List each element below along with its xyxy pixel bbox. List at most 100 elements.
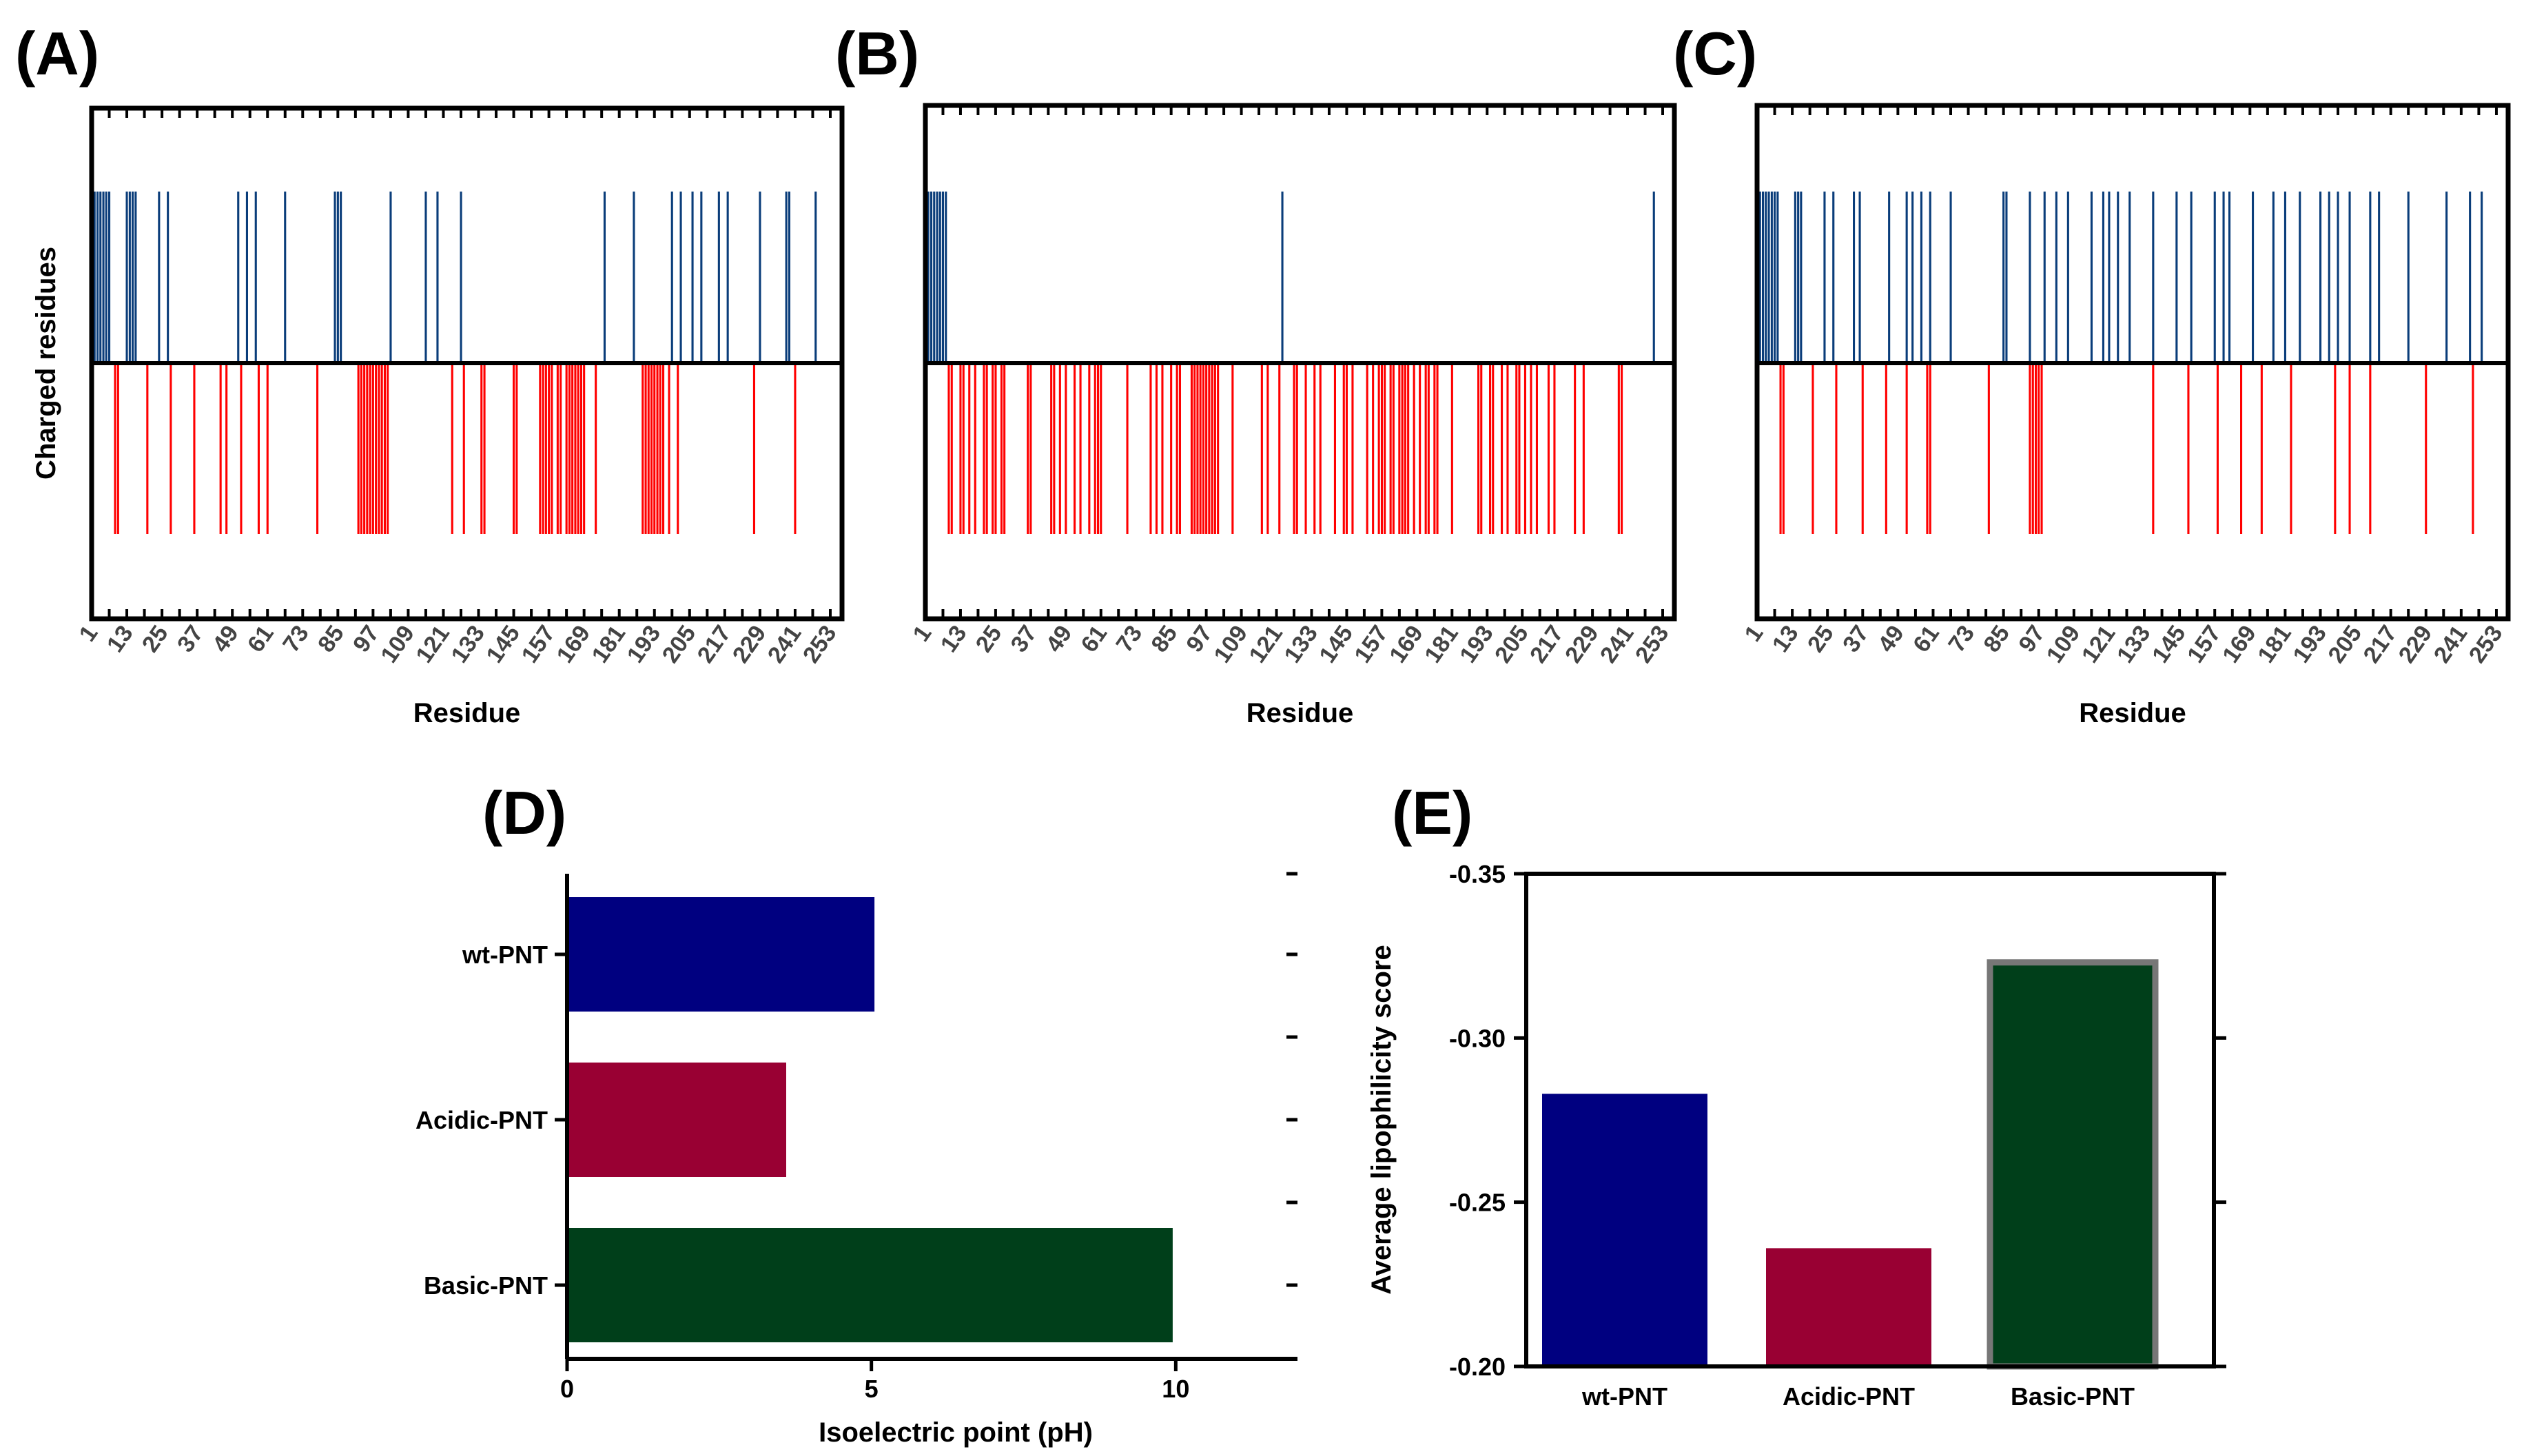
acidic-residue-bar: [378, 363, 380, 534]
x-tick-label: 13: [102, 621, 138, 657]
acidic-residue-bar: [974, 363, 976, 534]
acidic-residue-bar: [2040, 363, 2043, 534]
x-tick-label: 241: [763, 621, 807, 668]
acidic-residue-bar: [1404, 363, 1406, 534]
basic-residue-bar: [1776, 192, 1779, 363]
x-tick-label: 205: [657, 621, 701, 668]
acidic-residue-bar: [642, 363, 644, 534]
x-tick-label: 37: [1838, 621, 1874, 657]
acidic-residue-bar: [653, 363, 656, 534]
acidic-residue-bar: [1170, 363, 1173, 534]
basic-residue-bar: [2252, 192, 2255, 363]
panel-c-residue-chart: (C)1132537496173859710912113314515716918…: [1673, 19, 2511, 728]
acidic-residue-bar: [116, 363, 119, 534]
basic-residue-bar: [941, 192, 944, 363]
x-tick-label: 241: [1595, 621, 1639, 668]
acidic-residue-bar: [1205, 363, 1208, 534]
acidic-residue-bar: [2260, 363, 2263, 534]
acidic-residue-bar: [1193, 363, 1196, 534]
basic-residue-bar: [2319, 192, 2322, 363]
acidic-residue-bar: [1617, 363, 1620, 534]
acidic-residue-bar: [1574, 363, 1577, 534]
panel-b-residue-chart: (B)1132537496173859710912113314515716918…: [835, 19, 1677, 728]
x-tick-label: 121: [1244, 621, 1288, 668]
acidic-residue-bar: [2334, 363, 2337, 534]
acidic-residue-bar: [677, 363, 679, 534]
acidic-residue-bar: [556, 363, 559, 534]
acidic-residue-bar: [595, 363, 597, 534]
acidic-residue-bar: [2240, 363, 2243, 534]
x-axis-title: Residue: [2079, 698, 2186, 728]
acidic-residue-bar: [1372, 363, 1375, 534]
basic-residue-bar: [927, 192, 930, 363]
basic-residue-bar: [1905, 192, 1908, 363]
acidic-residue-bar: [1535, 363, 1538, 534]
acidic-residue-bar: [1260, 363, 1263, 534]
x-tick-label: 253: [2464, 621, 2508, 668]
x-tick-label: 229: [728, 621, 772, 668]
panel-letter: (A): [15, 19, 99, 88]
basic-residue-bar: [1832, 192, 1835, 363]
acidic-residue-bar: [568, 363, 571, 534]
basic-residue-bar: [2407, 192, 2410, 363]
acidic-residue-bar: [357, 363, 360, 534]
x-tick-label: 109: [376, 621, 420, 668]
acidic-residue-bar: [1213, 363, 1216, 534]
panel-a-residue-chart: (A)1132537496173859710912113314515716918…: [15, 19, 845, 728]
x-tick-label: 25: [1803, 621, 1839, 657]
y-category-label: Basic-PNT: [424, 1271, 548, 1300]
basic-residue-series: [924, 192, 1655, 363]
x-tick-label: 85: [1146, 621, 1182, 657]
acidic-residue-bar: [1313, 363, 1316, 534]
x-tick-label: 37: [1006, 621, 1043, 657]
basic-residue-bar: [2175, 192, 2178, 363]
acidic-residue-bar: [647, 363, 650, 534]
x-tick-label: 73: [1111, 621, 1147, 657]
basic-residue-bar: [2055, 192, 2057, 363]
acidic-residue-bar: [1905, 363, 1908, 534]
acidic-residue-bar: [1926, 363, 1929, 534]
basic-residue-bar: [2272, 192, 2275, 363]
x-tick-label: 61: [1908, 621, 1944, 657]
basic-residue-bar: [1797, 192, 1800, 363]
acidic-residue-bar: [1293, 363, 1295, 534]
acidic-residue-bar: [1384, 363, 1386, 534]
acidic-residue-bar: [1088, 363, 1091, 534]
x-tick-label: 109: [1209, 621, 1253, 668]
x-tick-label: 10: [1162, 1375, 1189, 1403]
acidic-residue-bar: [1523, 363, 1526, 534]
acidic-residue-bar: [1779, 363, 1782, 534]
acidic-residue-bar: [1208, 363, 1211, 534]
basic-residue-bar: [2222, 192, 2225, 363]
acidic-residue-bar: [257, 363, 260, 534]
basic-residue-bar: [1800, 192, 1803, 363]
basic-residue-bar: [1652, 192, 1655, 363]
basic-residue-bar: [670, 192, 673, 363]
acidic-residue-bar: [1094, 363, 1096, 534]
acidic-residue-bar: [1401, 363, 1404, 534]
basic-residue-bar: [340, 192, 342, 363]
acidic-residue-bar: [1351, 363, 1354, 534]
basic-residue-bar: [2002, 192, 2005, 363]
acidic-residue-bar: [644, 363, 647, 534]
acidic-residue-bar: [1161, 363, 1164, 534]
acidic-residue-bar: [668, 363, 670, 534]
acidic-residue-series: [1779, 363, 2474, 534]
y-tick-label: -0.30: [1449, 1024, 1506, 1052]
x-tick-label: 0: [560, 1375, 574, 1403]
acidic-residue-bar: [1377, 363, 1380, 534]
acidic-residue-bar: [1929, 363, 1931, 534]
basic-residue-bar: [167, 192, 170, 363]
x-tick-label: 13: [1767, 621, 1804, 657]
basic-residue-bar: [2190, 192, 2193, 363]
acidic-residue-bar: [1176, 363, 1178, 534]
x-tick-label: 193: [2288, 621, 2332, 668]
basic-residue-bar: [237, 192, 240, 363]
acidic-residue-bar: [794, 363, 797, 534]
acidic-residue-bar: [1211, 363, 1213, 534]
acidic-residue-bar: [1547, 363, 1550, 534]
acidic-residue-bar: [583, 363, 586, 534]
basic-residue-bar: [125, 192, 128, 363]
basic-residue-bar: [2029, 192, 2031, 363]
basic-residue-bar: [1853, 192, 1856, 363]
